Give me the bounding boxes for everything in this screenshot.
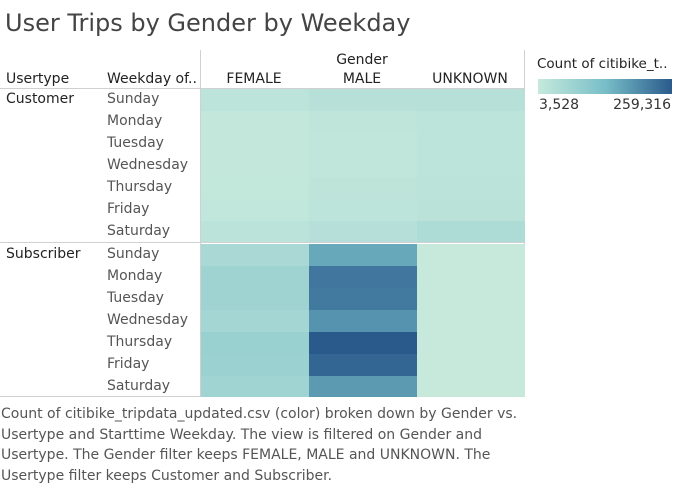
heatmap-cell-customer-tuesday-male[interactable] — [309, 133, 417, 155]
heatmap-cell-subscriber-saturday-unknown[interactable] — [417, 376, 525, 397]
heatmap-cell-subscriber-saturday-male[interactable] — [309, 376, 417, 397]
heatmap-cell-customer-thursday-unknown[interactable] — [417, 177, 525, 199]
usertype-header[interactable]: Usertype — [6, 71, 70, 87]
weekday-label-subscriber-monday[interactable]: Monday — [107, 268, 163, 284]
heatmap-cell-subscriber-thursday-male[interactable] — [309, 332, 417, 354]
legend-max-label: 259,316 — [613, 97, 671, 113]
group-divider — [0, 242, 524, 243]
heatmap-cell-customer-thursday-male[interactable] — [309, 177, 417, 199]
weekday-label-subscriber-friday[interactable]: Friday — [107, 356, 150, 372]
heatmap-cell-customer-monday-male[interactable] — [309, 111, 417, 133]
male-column-header[interactable]: MALE — [342, 71, 382, 87]
heatmap-cell-customer-saturday-male[interactable] — [309, 221, 417, 242]
heatmap-cell-subscriber-monday-unknown[interactable] — [417, 266, 525, 288]
heatmap-cell-customer-tuesday-unknown[interactable] — [417, 133, 525, 155]
heatmap-cell-subscriber-sunday-female[interactable] — [201, 244, 309, 266]
heatmap-cell-subscriber-monday-female[interactable] — [201, 266, 309, 288]
female-column-header[interactable]: FEMALE — [226, 71, 282, 87]
heatmap-cell-customer-wednesday-male[interactable] — [309, 155, 417, 177]
weekday-label-customer-monday[interactable]: Monday — [107, 113, 163, 129]
heatmap-cell-subscriber-wednesday-unknown[interactable] — [417, 310, 525, 332]
heatmap-cell-subscriber-friday-female[interactable] — [201, 354, 309, 376]
heatmap-cell-subscriber-tuesday-male[interactable] — [309, 288, 417, 310]
usertype-label-subscriber[interactable]: Subscriber — [6, 246, 81, 262]
heatmap-cell-subscriber-sunday-unknown[interactable] — [417, 244, 525, 266]
weekday-label-customer-sunday[interactable]: Sunday — [107, 91, 160, 107]
heatmap-cell-customer-sunday-female[interactable] — [201, 89, 309, 111]
row-header-divider — [200, 50, 201, 396]
legend-title[interactable]: Count of citibike_t.. — [537, 56, 668, 72]
weekday-label-subscriber-tuesday[interactable]: Tuesday — [107, 290, 164, 306]
header-divider — [0, 88, 524, 89]
heatmap-cell-customer-sunday-unknown[interactable] — [417, 89, 525, 111]
usertype-label-customer[interactable]: Customer — [6, 91, 75, 107]
heatmap-cell-subscriber-saturday-female[interactable] — [201, 376, 309, 397]
heatmap-cell-subscriber-thursday-female[interactable] — [201, 332, 309, 354]
heatmap-cell-customer-friday-male[interactable] — [309, 199, 417, 221]
heatmap-cell-customer-friday-female[interactable] — [201, 199, 309, 221]
weekday-label-subscriber-wednesday[interactable]: Wednesday — [107, 312, 189, 328]
heatmap-cell-customer-sunday-male[interactable] — [309, 89, 417, 111]
heatmap-cell-customer-wednesday-female[interactable] — [201, 155, 309, 177]
heatmap-cell-customer-saturday-unknown[interactable] — [417, 221, 525, 242]
unknown-column-header[interactable]: UNKNOWN — [432, 71, 508, 87]
weekday-label-customer-thursday[interactable]: Thursday — [107, 179, 173, 195]
weekday-label-subscriber-sunday[interactable]: Sunday — [107, 246, 160, 262]
legend-min-label: 3,528 — [539, 97, 580, 113]
heatmap-cell-customer-monday-unknown[interactable] — [417, 111, 525, 133]
weekday-label-customer-tuesday[interactable]: Tuesday — [107, 135, 164, 151]
heatmap-cell-customer-monday-female[interactable] — [201, 111, 309, 133]
heatmap-cell-subscriber-thursday-unknown[interactable] — [417, 332, 525, 354]
gender-group-header: Gender — [336, 52, 388, 68]
weekday-label-customer-saturday[interactable]: Saturday — [107, 223, 171, 239]
weekday-label-subscriber-thursday[interactable]: Thursday — [107, 334, 173, 350]
weekday-label-customer-wednesday[interactable]: Wednesday — [107, 157, 189, 173]
heatmap-cell-subscriber-wednesday-male[interactable] — [309, 310, 417, 332]
heatmap-cell-subscriber-wednesday-female[interactable] — [201, 310, 309, 332]
heatmap-cell-subscriber-tuesday-female[interactable] — [201, 288, 309, 310]
weekday-label-customer-friday[interactable]: Friday — [107, 201, 150, 217]
heatmap-cell-customer-saturday-female[interactable] — [201, 221, 309, 242]
heatmap-cell-customer-wednesday-unknown[interactable] — [417, 155, 525, 177]
heatmap-cell-customer-friday-unknown[interactable] — [417, 199, 525, 221]
heatmap-cell-subscriber-monday-male[interactable] — [309, 266, 417, 288]
weekday-header[interactable]: Weekday of.. — [107, 71, 197, 87]
color-legend-bar — [538, 79, 672, 94]
heatmap-cell-customer-tuesday-female[interactable] — [201, 133, 309, 155]
heatmap-cell-subscriber-friday-male[interactable] — [309, 354, 417, 376]
chart-caption: Count of citibike_tripdata_updated.csv (… — [1, 406, 518, 484]
weekday-label-subscriber-saturday[interactable]: Saturday — [107, 378, 171, 394]
heatmap-cell-subscriber-sunday-male[interactable] — [309, 244, 417, 266]
heatmap-cell-subscriber-friday-unknown[interactable] — [417, 354, 525, 376]
heatmap-cell-subscriber-tuesday-unknown[interactable] — [417, 288, 525, 310]
chart-title: User Trips by Gender by Weekday — [5, 9, 411, 37]
heatmap-cell-customer-thursday-female[interactable] — [201, 177, 309, 199]
